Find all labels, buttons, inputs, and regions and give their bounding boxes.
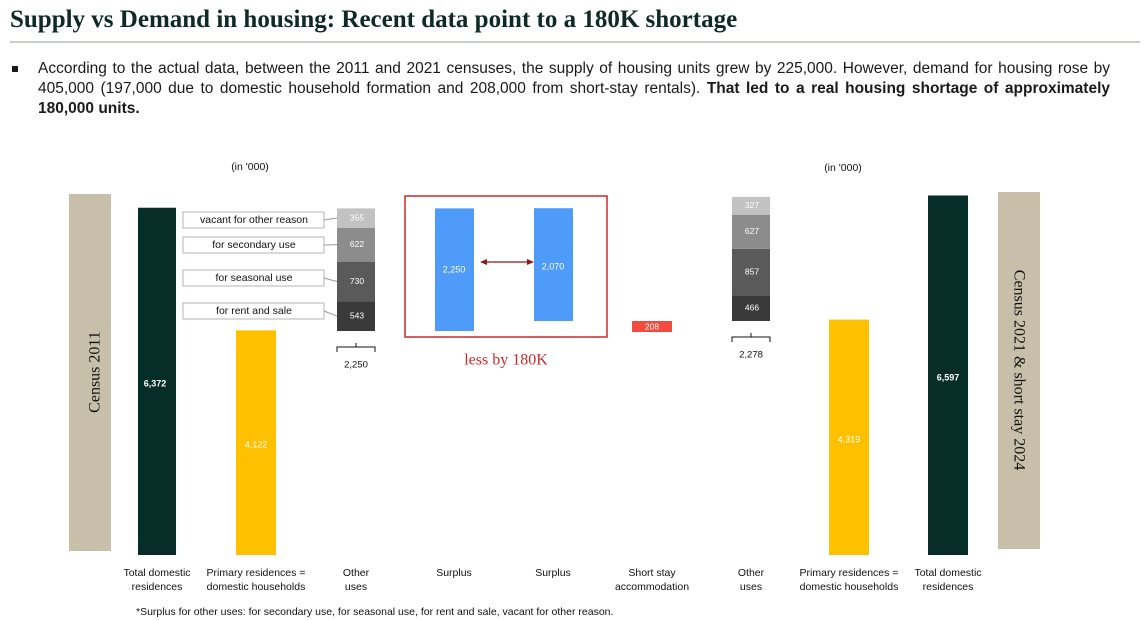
summary-bullet: According to the actual data, between th… [10, 59, 1110, 119]
bar-label-surplus-2021: 2,070 [542, 261, 565, 271]
callout-text-4: vacant for other reason [200, 214, 308, 226]
category-label-4: Surplus [436, 567, 472, 579]
bar-label-primary-2021: 4,319 [838, 434, 861, 444]
other-uses-2021-segment-2 [732, 248, 770, 296]
other-uses-2021-segment-label-1: 466 [745, 303, 759, 313]
other-uses-2021-bracket [731, 333, 771, 342]
callout-text-2: for seasonal use [215, 272, 292, 284]
surplus-arrow-left [480, 259, 487, 265]
category-label-6: Short stay [628, 567, 676, 579]
other-uses-2011-segment-1 [337, 301, 375, 331]
title-divider [10, 41, 1140, 43]
bar-label-total-2011: 6,372 [144, 378, 167, 388]
category-label-7: uses [740, 581, 762, 593]
other-uses-2011-segment-label-2: 730 [350, 276, 364, 286]
category-label-7: Other [738, 567, 765, 579]
category-label-2: Primary residences = [207, 567, 306, 579]
category-label-6: accommodation [615, 581, 689, 593]
bar-total-2011 [138, 207, 176, 555]
bar-surplus-2021 [534, 208, 573, 321]
census-2021-label: Census 2021 & short stay 2024 [1010, 270, 1027, 470]
other-uses-2011-bracket [336, 343, 376, 352]
category-label-9: residences [923, 581, 974, 593]
census-2011-label: Census 2011 [87, 331, 104, 413]
callout-line-2 [323, 277, 338, 282]
category-label-8: Primary residences = [800, 567, 899, 579]
other-uses-2011-segment-3 [337, 227, 375, 262]
other-uses-2021-segment-1 [732, 295, 770, 321]
surplus-highlight-box [404, 195, 608, 338]
bar-label-primary-2011: 4,122 [245, 439, 268, 449]
bar-label-short-stay: 208 [645, 321, 659, 331]
other-uses-2021-segment-3 [732, 214, 770, 249]
category-label-1: Total domestic [123, 567, 190, 579]
census-2021-panel [998, 192, 1040, 549]
category-label-3: Other [343, 567, 370, 579]
shortage-annotation: less by 180K [464, 352, 548, 369]
category-label-1: residences [132, 581, 183, 593]
bar-primary-2021 [829, 319, 869, 555]
category-label-3: uses [345, 581, 367, 593]
category-label-8: domestic households [800, 581, 899, 593]
other-uses-2021-segment-label-3: 627 [745, 226, 759, 236]
summary-plain: According to the actual data, between th… [38, 60, 1110, 97]
other-uses-2011-total-label: 2,250 [344, 360, 368, 371]
category-label-2: domestic households [207, 581, 306, 593]
other-uses-2011-segment-label-3: 622 [350, 239, 364, 249]
summary-text: According to the actual data, between th… [38, 59, 1110, 119]
callout-text-3: for secondary use [212, 239, 296, 251]
units-label-right: (in '000) [824, 162, 862, 174]
footnote: *Surplus for other uses: for secondary u… [136, 606, 613, 618]
other-uses-2011-segment-4 [337, 208, 375, 228]
bullet-marker [12, 66, 18, 72]
bar-short-stay [632, 321, 672, 332]
other-uses-2021-segment-label-2: 857 [745, 266, 759, 276]
census-2011-panel [69, 194, 111, 551]
bar-surplus-2011 [435, 208, 474, 331]
page-title: Supply vs Demand in housing: Recent data… [10, 6, 738, 33]
summary-bold: That led to a real housing shortage of a… [38, 80, 1110, 117]
callout-line-1 [323, 310, 338, 317]
surplus-arrow-right [527, 259, 534, 265]
other-uses-2011-segment-label-1: 543 [350, 310, 364, 320]
units-label-left: (in '000) [231, 161, 269, 173]
callout-line-4 [323, 217, 338, 221]
bar-total-2021 [928, 195, 968, 555]
other-uses-2021-segment-4 [732, 196, 770, 215]
callout-text-1: for rent and sale [216, 305, 292, 317]
other-uses-2021-total-label: 2,278 [739, 350, 763, 361]
bar-primary-2011 [236, 330, 276, 555]
bar-label-total-2021: 6,597 [937, 372, 960, 382]
other-uses-2021-segment-label-4: 327 [745, 200, 759, 210]
bar-label-surplus-2011: 2,250 [443, 264, 466, 274]
category-label-5: Surplus [535, 567, 571, 579]
category-label-9: Total domestic [914, 567, 981, 579]
other-uses-2011-segment-2 [337, 261, 375, 302]
other-uses-2011-segment-label-4: 355 [350, 212, 364, 222]
